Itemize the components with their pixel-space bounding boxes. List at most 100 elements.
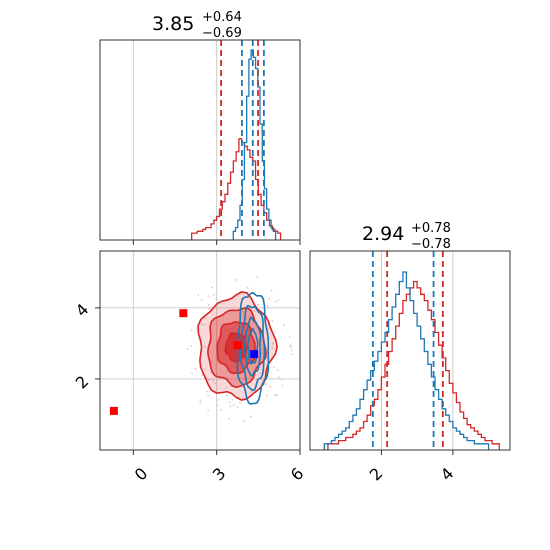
sample-point: [289, 344, 292, 347]
axes-frame: [99, 39, 301, 241]
x-tick-label: 3: [209, 464, 230, 485]
sample-point: [274, 300, 277, 303]
axes-frame: [309, 250, 511, 451]
sample-point: [213, 293, 216, 296]
x-tick-label: 4: [437, 464, 458, 485]
sample-point: [271, 320, 274, 322]
axis-ticks: [95, 307, 301, 455]
sample-point: [208, 379, 211, 381]
sample-point: [256, 276, 259, 278]
sample-point: [271, 347, 274, 350]
axes-frame: [99, 250, 301, 451]
sample-point: [259, 372, 262, 375]
sample-point: [236, 406, 239, 409]
histogram-step-line: [323, 271, 490, 450]
title-value: 2.94: [362, 223, 404, 245]
sample-point: [218, 398, 220, 401]
panel-bottom-right: 2.94 +0.78 −0.78 2 4: [309, 221, 511, 485]
y-tick-label: 2: [72, 372, 93, 393]
sample-point: [206, 390, 208, 393]
sample-point: [274, 394, 277, 396]
y-tick-labels: 4 2: [72, 300, 93, 393]
panel-bottom-left: 0 3 6 4 2: [72, 250, 308, 485]
sample-point: [281, 384, 284, 387]
sample-point: [215, 297, 218, 300]
sample-point: [186, 348, 189, 350]
sample-point: [232, 404, 235, 407]
marker-square: [109, 406, 118, 415]
x-tick-label: 6: [287, 464, 308, 485]
sample-point: [265, 394, 268, 397]
sample-point: [276, 369, 279, 372]
sample-point: [280, 378, 283, 381]
sample-point: [270, 377, 273, 380]
sample-point: [225, 386, 227, 389]
sample-point: [216, 404, 219, 407]
sample-point: [203, 317, 206, 320]
sample-point: [262, 379, 264, 382]
histogram-step-line: [191, 138, 282, 240]
sample-point: [277, 298, 279, 301]
histogram-marks: [191, 40, 282, 240]
sample-point: [212, 380, 215, 382]
sample-point: [220, 409, 223, 412]
sample-point: [207, 394, 209, 397]
marker-square: [179, 309, 188, 318]
panel-title: 2.94: [362, 223, 404, 245]
title-minus: −0.69: [202, 26, 242, 41]
sample-point: [190, 329, 193, 332]
histogram-marks: [323, 251, 500, 450]
marker-square: [250, 350, 259, 359]
grid-lines: [132, 40, 218, 240]
sample-point: [228, 417, 231, 420]
sample-point: [207, 295, 210, 298]
y-tick-label: 4: [72, 300, 93, 321]
sample-point: [194, 368, 197, 370]
sample-point: [199, 402, 202, 404]
x-tick-label: 0: [131, 464, 152, 485]
sample-point: [228, 401, 231, 404]
sample-point: [197, 294, 200, 296]
panel-title: 3.85: [152, 13, 194, 35]
sample-point: [265, 383, 268, 386]
panel-top-left: 3.85 +0.64 −0.69: [99, 10, 301, 245]
sample-point: [200, 298, 203, 301]
x-tick-labels: 0 3 6: [131, 464, 308, 485]
sample-point: [190, 345, 193, 347]
sample-point: [290, 349, 293, 352]
sample-point: [229, 405, 232, 408]
marker-square: [233, 341, 242, 350]
sample-point: [207, 303, 210, 306]
sample-point: [268, 298, 270, 300]
sample-point: [191, 372, 193, 374]
sample-point: [242, 420, 245, 422]
sample-point: [253, 310, 256, 312]
sample-point: [214, 382, 217, 385]
sample-point: [278, 376, 280, 379]
sample-point: [288, 336, 291, 339]
contour-marks: [109, 276, 294, 422]
sample-point: [231, 398, 234, 401]
sample-point: [239, 401, 241, 404]
contour-line: [243, 316, 262, 377]
sample-point: [235, 279, 238, 281]
x-axis-ticks: [132, 240, 301, 245]
sample-point: [283, 323, 285, 326]
x-tick-label: 2: [366, 464, 387, 485]
sample-point: [211, 286, 214, 289]
sample-point: [269, 385, 272, 388]
title-value: 3.85: [152, 13, 194, 35]
sample-point: [204, 345, 206, 348]
sample-point: [275, 394, 278, 397]
sample-point: [209, 306, 211, 308]
sample-point: [289, 346, 292, 348]
sample-point: [273, 366, 275, 369]
sample-point: [250, 391, 252, 394]
sample-point: [246, 286, 249, 289]
x-axis-ticks: [380, 450, 454, 455]
sample-point: [250, 415, 252, 418]
sample-point: [207, 409, 210, 412]
title-minus: −0.78: [411, 237, 451, 252]
